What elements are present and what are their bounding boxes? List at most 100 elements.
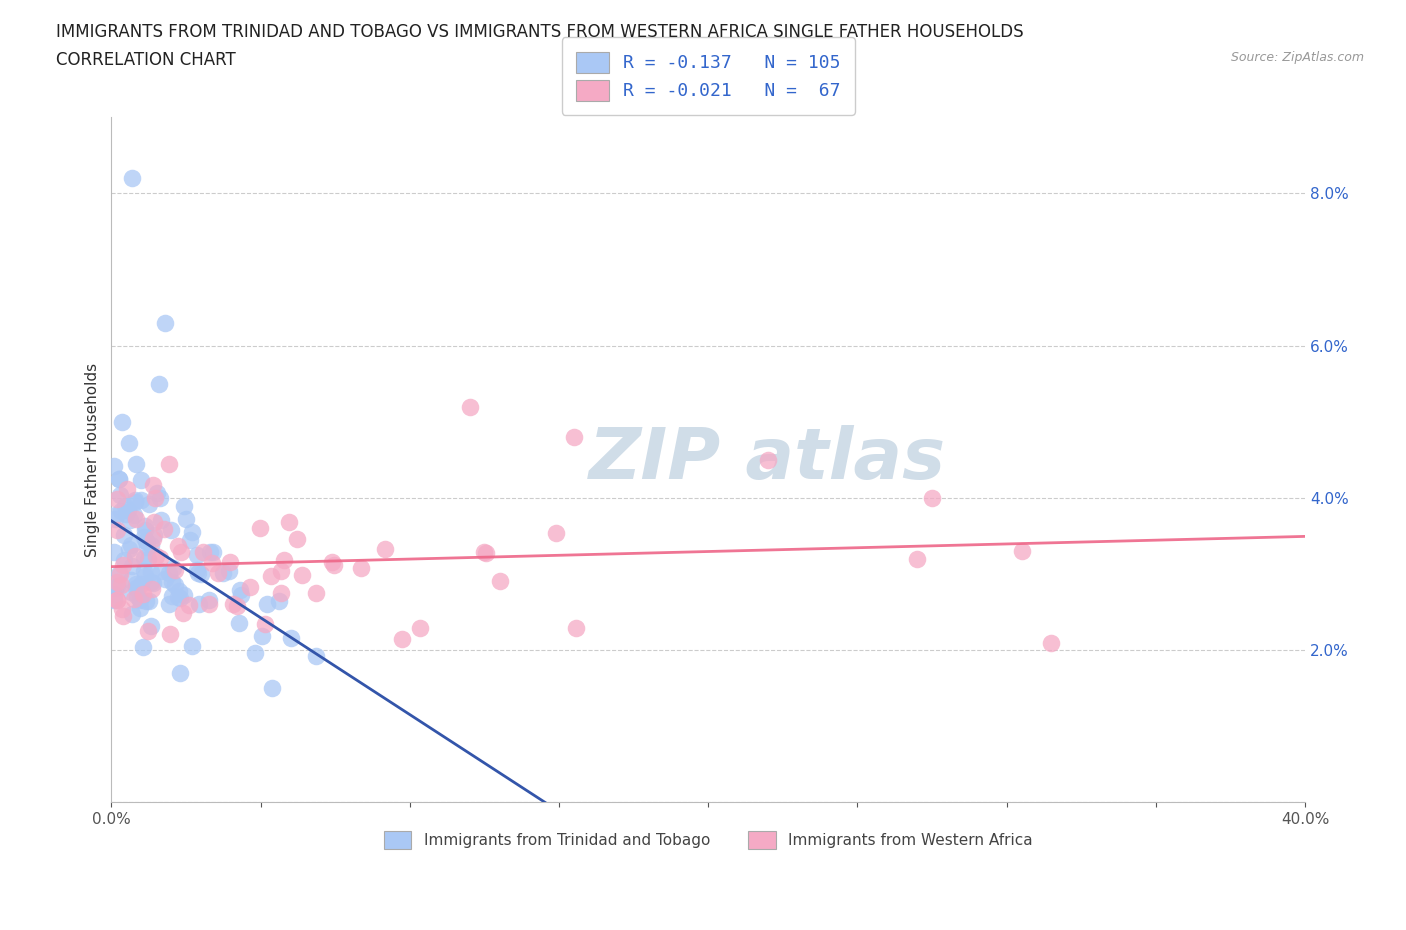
Point: [350, 561, 373, 576]
Point: [262, 681, 284, 696]
Point: [166, 590, 188, 604]
Point: [112, 527, 135, 542]
Point: [153, 522, 176, 537]
Point: [105, 578, 128, 593]
Point: [136, 539, 159, 554]
Point: [103, 458, 125, 473]
Point: [305, 586, 328, 601]
Point: [141, 581, 163, 596]
Point: [229, 583, 252, 598]
Point: [174, 512, 197, 526]
Point: [120, 573, 142, 588]
Point: [124, 494, 146, 509]
Point: [198, 592, 221, 607]
Point: [177, 597, 200, 612]
Point: [108, 487, 131, 502]
Point: [374, 541, 396, 556]
Point: [173, 499, 195, 514]
Point: [105, 492, 128, 507]
Point: [138, 497, 160, 512]
Point: [134, 551, 156, 565]
Point: [921, 490, 943, 505]
Point: [110, 504, 132, 519]
Point: [474, 545, 496, 560]
Point: [149, 490, 172, 505]
Point: [323, 558, 346, 573]
Point: [280, 631, 302, 645]
Point: [124, 492, 146, 507]
Point: [108, 567, 131, 582]
Point: [112, 557, 135, 572]
Point: [153, 315, 176, 330]
Point: [129, 492, 152, 507]
Point: [122, 591, 145, 606]
Point: [143, 491, 166, 506]
Point: [157, 597, 180, 612]
Point: [127, 589, 149, 604]
Point: [267, 593, 290, 608]
Point: [125, 577, 148, 591]
Point: [565, 620, 588, 635]
Point: [166, 538, 188, 553]
Point: [212, 565, 235, 580]
Point: [167, 584, 190, 599]
Point: [104, 580, 127, 595]
Point: [219, 554, 242, 569]
Point: [157, 565, 180, 580]
Point: [155, 572, 177, 587]
Point: [201, 545, 224, 560]
Point: [222, 597, 245, 612]
Point: [121, 171, 143, 186]
Point: [169, 665, 191, 680]
Point: [141, 618, 163, 633]
Point: [120, 538, 142, 552]
Point: [131, 472, 153, 487]
Point: [905, 551, 928, 566]
Point: [165, 563, 187, 578]
Point: [129, 601, 152, 616]
Point: [198, 596, 221, 611]
Point: [200, 544, 222, 559]
Point: [256, 596, 278, 611]
Point: [121, 606, 143, 621]
Point: [135, 533, 157, 548]
Point: [159, 627, 181, 642]
Point: [129, 592, 152, 607]
Point: [105, 575, 128, 590]
Point: [135, 533, 157, 548]
Point: [187, 565, 209, 580]
Point: [190, 567, 212, 582]
Point: [472, 544, 495, 559]
Point: [149, 551, 172, 565]
Point: [250, 629, 273, 644]
Point: [1011, 544, 1033, 559]
Point: [228, 616, 250, 631]
Point: [145, 549, 167, 564]
Point: [160, 588, 183, 603]
Point: [391, 631, 413, 646]
Point: [191, 545, 214, 560]
Point: [104, 512, 127, 526]
Point: [139, 574, 162, 589]
Point: [756, 452, 779, 467]
Y-axis label: Single Father Households: Single Father Households: [86, 363, 100, 557]
Point: [180, 639, 202, 654]
Legend: Immigrants from Trinidad and Tobago, Immigrants from Western Africa: Immigrants from Trinidad and Tobago, Imm…: [377, 823, 1040, 857]
Point: [141, 565, 163, 579]
Point: [141, 538, 163, 552]
Point: [114, 498, 136, 513]
Point: [146, 486, 169, 501]
Point: [149, 564, 172, 578]
Point: [142, 532, 165, 547]
Point: [162, 575, 184, 590]
Point: [142, 478, 165, 493]
Point: [132, 564, 155, 578]
Point: [122, 507, 145, 522]
Point: [186, 548, 208, 563]
Point: [120, 584, 142, 599]
Point: [108, 472, 131, 487]
Point: [270, 586, 292, 601]
Point: [110, 578, 132, 592]
Point: [173, 588, 195, 603]
Point: [165, 578, 187, 592]
